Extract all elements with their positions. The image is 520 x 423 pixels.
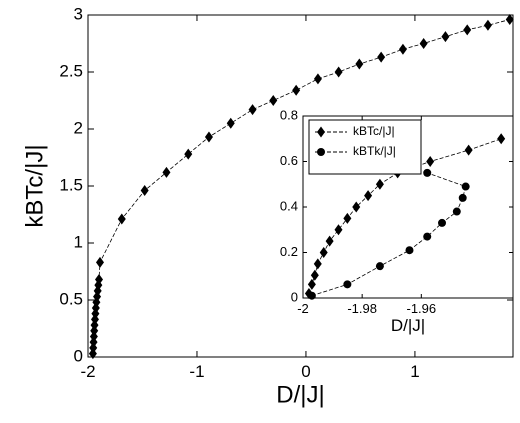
marker [483,19,492,31]
y-tick-label: 0.8 [280,107,298,122]
marker [334,224,343,236]
marker [497,133,506,145]
marker [441,31,450,43]
y-tick-label: 3 [74,4,83,23]
marker [423,232,432,241]
x-tick-label: -2 [80,362,95,381]
y-tick-label: 0.4 [280,198,298,213]
marker [117,213,126,225]
marker [458,193,467,202]
plot: -2 -1.98 -1.9600.20.40.60.8D/|J|kBTc/|J|kB… [280,107,514,335]
marker [313,258,322,270]
marker [317,148,325,156]
x-tick-label: -2 [297,301,309,316]
marker [355,58,364,70]
y-tick-label: 1 [74,232,83,251]
marker [184,148,193,160]
marker [452,207,461,216]
y-tick-label: 0.5 [59,289,83,308]
legend-box [308,119,422,175]
marker [313,73,322,85]
x-tick-label: -1 [189,362,204,381]
legend-label: kBTc/|J| [353,124,395,138]
x-axis-label: D/|J| [276,382,324,409]
y-tick-label: 1.5 [59,175,83,194]
marker [423,168,432,177]
marker [505,14,514,26]
marker [317,126,325,138]
marker [140,185,149,197]
marker [95,256,104,268]
marker [426,156,435,167]
y-tick-label: 0 [291,289,298,304]
x-tick-label: -1.96 [406,301,436,316]
y-tick-label: 0 [74,346,83,365]
x-tick-label: 1 [410,362,419,381]
marker [95,273,104,285]
marker [204,131,213,143]
marker [375,262,384,271]
x-tick-label: 0 [301,362,310,381]
marker [343,280,352,289]
marker [463,24,472,36]
y-tick-label: 2 [74,118,83,137]
x-axis-label: D/|J| [391,316,425,335]
marker [464,144,473,156]
marker [364,190,373,202]
marker [162,166,171,178]
y-tick-label: 2.5 [59,61,83,80]
marker [319,247,328,258]
y-tick-label: 0.6 [280,153,298,168]
marker [307,291,316,300]
marker [269,95,278,106]
marker [398,43,407,55]
legend: kBTc/|J| kBTk/|J| [308,119,422,175]
marker [438,218,447,227]
marker [310,269,319,281]
marker [405,246,414,255]
marker [248,104,257,116]
x-tick-label: -1.98 [347,301,377,316]
marker [377,51,386,63]
marker [307,278,316,290]
marker [352,201,361,213]
series-line [311,172,467,297]
marker [343,212,352,224]
marker [375,178,384,190]
marker [419,38,428,49]
marker [226,117,235,129]
marker [292,84,301,96]
y-axis-label: kBTc/|J| [21,144,48,227]
y-tick-label: 0.2 [280,244,298,259]
marker [461,182,470,191]
marker [325,235,334,247]
legend-label: kBTk/|J| [353,144,396,158]
marker [334,66,343,78]
